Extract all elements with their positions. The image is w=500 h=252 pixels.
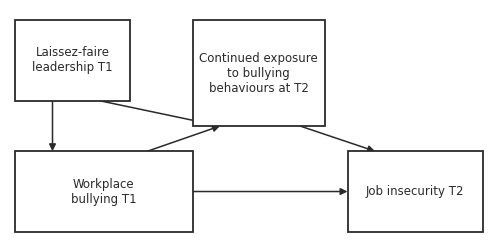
Text: Job insecurity T2: Job insecurity T2 xyxy=(366,185,464,198)
Text: Laissez-faire
leadership T1: Laissez-faire leadership T1 xyxy=(32,46,113,75)
Bar xyxy=(192,20,325,126)
Bar xyxy=(15,20,130,101)
Text: Workplace
bullying T1: Workplace bullying T1 xyxy=(71,177,136,206)
Bar xyxy=(348,151,482,232)
Text: Continued exposure
to bullying
behaviours at T2: Continued exposure to bullying behaviour… xyxy=(200,52,318,94)
Bar xyxy=(15,151,192,232)
